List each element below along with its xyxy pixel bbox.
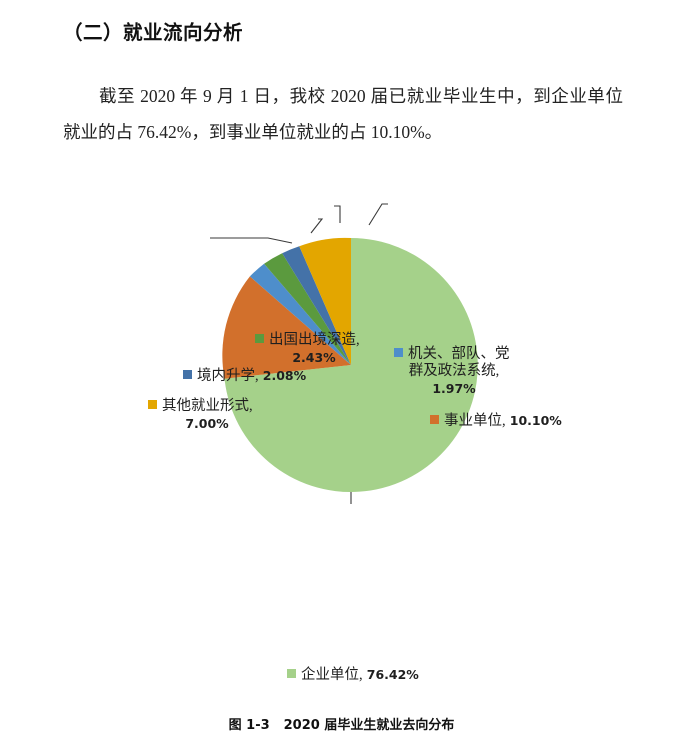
pie-label-jiguan-name-line1: 机关、部队、党 bbox=[408, 346, 510, 362]
legend-swatch-jiguan bbox=[394, 348, 403, 357]
pie-label-jiguan-value: 1.97% bbox=[432, 381, 476, 396]
pie-label-qita-value: 7.00% bbox=[185, 416, 229, 431]
pie-slice-jingnei[interactable] bbox=[282, 246, 351, 365]
legend-swatch-qita bbox=[148, 400, 157, 409]
leader-line-jiguan bbox=[368, 203, 388, 226]
pie-slice-qiye-danwei[interactable] bbox=[224, 238, 478, 492]
leader-line-chuguo bbox=[334, 205, 341, 223]
pie-label-qita: 其他就业形式, 7.00% bbox=[148, 398, 266, 432]
figure-caption-title: 2020 届毕业生就业去向分布 bbox=[283, 718, 455, 733]
legend-swatch-shiye-danwei bbox=[430, 415, 439, 424]
section-paragraph: 截至 2020 年 9 月 1 日，我校 2020 届已就业毕业生中，到企业单位… bbox=[63, 86, 623, 142]
pie-label-chuguo-name: 出国出境深造, bbox=[269, 332, 360, 348]
figure-caption: 图 1-3 2020 届毕业生就业去向分布 bbox=[0, 714, 683, 733]
pie-label-jiguan-name-line2: 群及政法系统, bbox=[408, 363, 500, 379]
figure-caption-number: 图 1-3 bbox=[228, 718, 270, 733]
pie-label-jingnei-name: 境内升学, bbox=[197, 368, 259, 384]
pie-label-qiye-value: 76.42% bbox=[366, 667, 419, 682]
pie-slice-shiye-danwei[interactable] bbox=[222, 276, 351, 379]
pie-chart-figure: 企业单位, 76.42% 事业单位, 10.10% 机关、部队、党 群及政法系统… bbox=[0, 160, 683, 733]
pie-label-chuguo: 出国出境深造, 2.43% bbox=[255, 332, 373, 366]
leader-line-jingnei bbox=[310, 218, 324, 234]
pie-label-jiguan: 机关、部队、党 群及政法系统, 1.97% bbox=[394, 346, 514, 397]
pie-label-shiye-name: 事业单位, bbox=[444, 413, 506, 429]
pie-slice-qita[interactable] bbox=[299, 237, 351, 365]
legend-swatch-chuguo bbox=[255, 334, 264, 343]
pie-slice-jiguan[interactable] bbox=[249, 263, 351, 365]
section-heading: （二）就业流向分析 bbox=[63, 21, 244, 44]
leader-line-qita bbox=[210, 237, 293, 244]
pie-slices bbox=[222, 237, 478, 492]
pie-label-jingnei-value: 2.08% bbox=[262, 368, 307, 383]
pie-leader-lines bbox=[210, 203, 388, 504]
pie-label-shiye-danwei: 事业单位, 10.10% bbox=[430, 412, 562, 430]
pie-label-jingnei: 境内升学, 2.08% bbox=[183, 367, 306, 385]
pie-label-qita-name: 其他就业形式, bbox=[162, 398, 253, 414]
legend-swatch-qiye-danwei bbox=[287, 669, 296, 678]
pie-label-qiye-danwei: 企业单位, 76.42% bbox=[287, 666, 419, 684]
pie-label-qiye-name: 企业单位, bbox=[301, 667, 363, 683]
pie-label-chuguo-value: 2.43% bbox=[292, 350, 336, 365]
pie-label-shiye-value: 10.10% bbox=[509, 413, 562, 428]
pie-slice-chuguo[interactable] bbox=[264, 253, 351, 365]
pie-chart-svg bbox=[210, 203, 478, 504]
legend-swatch-jingnei bbox=[183, 370, 192, 379]
